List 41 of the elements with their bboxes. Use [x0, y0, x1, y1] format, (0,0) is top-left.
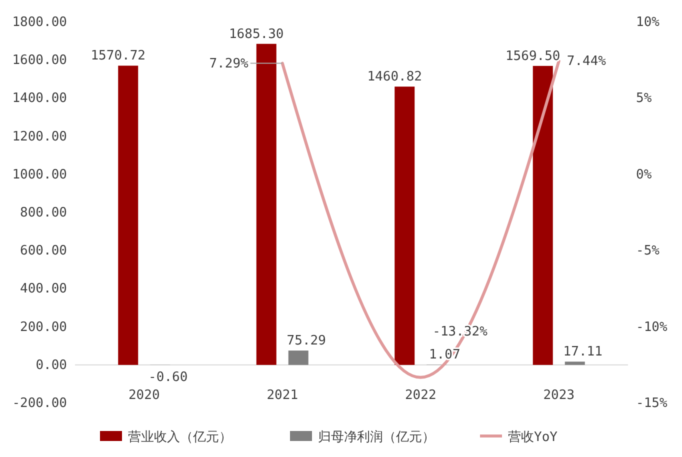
y-tick-label: 1400.00	[12, 91, 67, 106]
y-tick-label: 1200.00	[12, 129, 67, 144]
y-tick-label: -200.00	[12, 396, 67, 411]
y-tick-label: 200.00	[20, 320, 67, 335]
x-tick-label: 2021	[266, 388, 298, 403]
y2-tick-label: -15%	[636, 396, 668, 411]
legend-label: 营收YoY	[508, 430, 558, 445]
y2-tick-label: -10%	[636, 320, 668, 335]
y-tick-label: 1000.00	[12, 167, 67, 182]
data-label: 1460.82	[367, 70, 422, 85]
data-label: -13.32%	[432, 324, 488, 340]
x-tick-label: 2020	[128, 388, 160, 403]
y-tick-label: 400.00	[20, 282, 67, 297]
data-label: 1685.30	[228, 26, 284, 42]
y-tick-label: 1800.00	[12, 15, 67, 30]
legend-label: 营业收入（亿元）	[128, 430, 232, 445]
y-tick-label: 800.00	[20, 206, 67, 220]
bar	[256, 44, 276, 365]
legend-label: 归母净利润（亿元）	[318, 430, 435, 445]
data-label: 1570.72	[90, 48, 146, 64]
bar	[288, 350, 308, 365]
y2-tick-label: 0%	[636, 167, 652, 182]
y-tick-label: 0.00	[36, 358, 67, 373]
y2-tick-label: 10%	[636, 15, 660, 30]
data-label: -0.60	[148, 370, 188, 386]
data-label: 1.07	[428, 348, 460, 363]
y-tick-label: 1600.00	[12, 53, 67, 68]
data-label: 17.11	[563, 344, 602, 360]
data-label: 7.29%	[209, 56, 249, 72]
y2-tick-label: 5%	[636, 91, 652, 106]
data-label: 1569.50	[505, 48, 560, 64]
x-tick-label: 2023	[543, 388, 575, 403]
y-tick-label: 600.00	[20, 244, 67, 259]
data-label: 75.29	[286, 334, 326, 349]
bar	[394, 86, 415, 365]
x-tick-label: 2022	[404, 388, 436, 403]
bar	[532, 66, 553, 365]
y2-tick-label: -5%	[636, 244, 660, 259]
bar	[118, 66, 138, 365]
data-label: 7.44%	[566, 54, 606, 70]
bar	[564, 362, 585, 365]
